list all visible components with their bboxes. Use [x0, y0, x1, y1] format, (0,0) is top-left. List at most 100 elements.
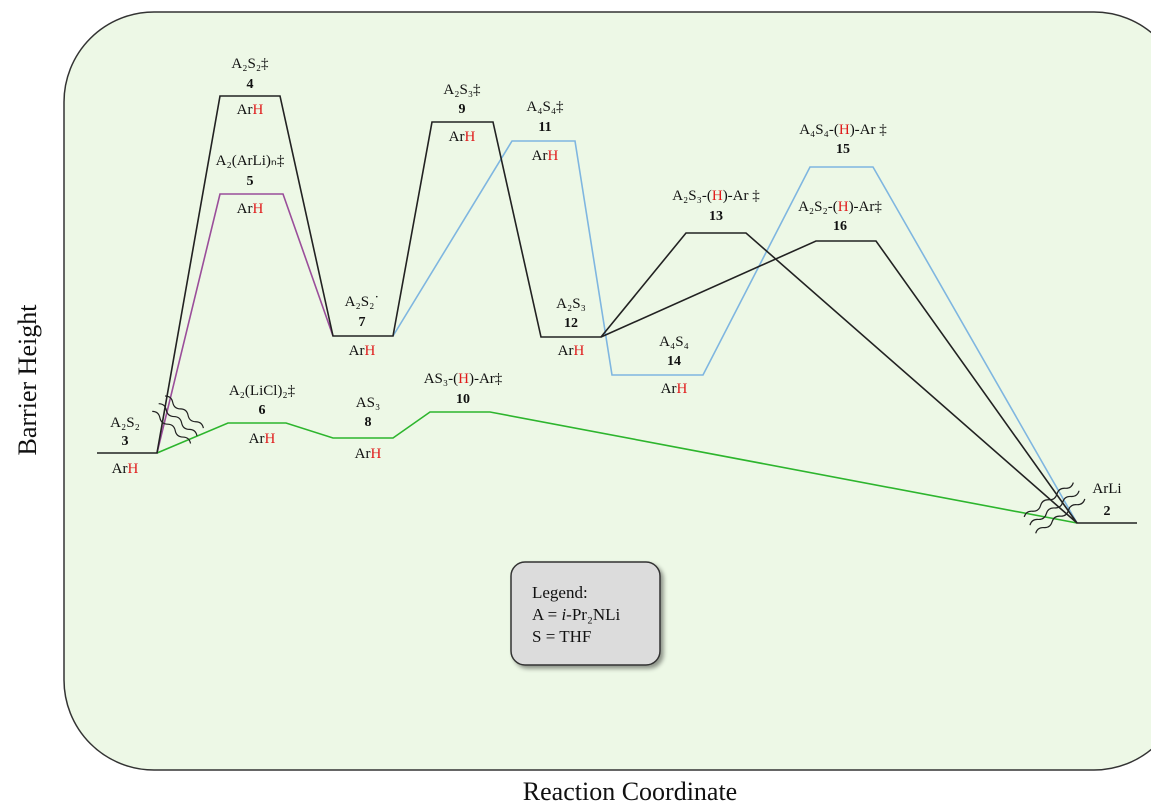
node-number: 7 — [359, 315, 366, 330]
node-number: 6 — [259, 403, 266, 418]
path-black-2 — [600, 240, 1078, 524]
text-part: H — [676, 381, 687, 397]
text-part: Ar — [237, 201, 253, 217]
text-part: i — [561, 605, 566, 624]
text-part: Ar — [355, 446, 371, 462]
text-part: )-Ar‡ — [849, 199, 883, 215]
text-part: AS₃ — [356, 395, 380, 411]
text-part: H — [264, 431, 275, 447]
path-black — [97, 95, 1137, 524]
text-part: H — [252, 102, 263, 118]
node-number: 8 — [365, 415, 372, 430]
path-purple — [156, 193, 334, 454]
text-part: -Pr₂NLi — [566, 605, 620, 624]
text-part: Ar — [237, 102, 253, 118]
text-part: )-Ar‡ — [469, 371, 503, 387]
text-part: A₂S₃-( — [672, 188, 712, 204]
node-number: 4 — [247, 77, 254, 92]
text-part: Ar — [558, 343, 574, 359]
node-number: 13 — [709, 209, 723, 224]
node-number: 14 — [667, 354, 681, 369]
text-part: A₄S₄‡ — [526, 99, 564, 115]
node-species: ArH — [449, 129, 476, 145]
node-number: 9 — [459, 102, 466, 117]
break-mark — [1023, 482, 1086, 534]
node-species: ArH — [237, 201, 264, 217]
node-formula: A₂S₃-(H)-Ar ‡ — [672, 188, 760, 204]
path-blue — [392, 140, 1078, 524]
node-formula: A₂S₃ — [556, 296, 586, 312]
node-formula: A₂(ArLi)ₙ‡ — [216, 153, 285, 169]
text-part: H — [127, 461, 138, 477]
text-part: A = — [532, 605, 561, 624]
text-part: Ar — [532, 148, 548, 164]
text-part: H — [712, 188, 723, 204]
node-number: 12 — [564, 316, 578, 331]
legend-box — [510, 561, 661, 666]
text-part: H — [839, 122, 850, 138]
text-part: A₄S₄-( — [799, 122, 839, 138]
node-formula: ArLi — [1092, 481, 1121, 497]
text-part: A₂(ArLi)ₙ‡ — [216, 153, 285, 169]
text-part: ArLi — [1092, 481, 1121, 497]
text-part: H — [838, 199, 849, 215]
node-formula: A₂(LiCl)₂‡ — [229, 383, 296, 399]
text-part: A₂S₃‡ — [443, 82, 481, 98]
break-mark — [152, 395, 204, 444]
node-formula: AS₃ — [356, 395, 380, 411]
node-formula: A₄S₄ — [659, 334, 689, 350]
node-species: ArH — [532, 148, 559, 164]
node-number: 10 — [456, 392, 470, 407]
node-number: 5 — [247, 174, 254, 189]
text-part: A₂(LiCl)₂‡ — [229, 383, 296, 399]
text-part: A₂S₂-( — [798, 199, 838, 215]
node-species: ArH — [355, 446, 382, 462]
text-part: Ar — [349, 343, 365, 359]
text-part: A₂S₃ — [556, 296, 586, 312]
text-part: Ar — [449, 129, 465, 145]
node-formula: A₂S₂-(H)-Ar‡ — [798, 199, 882, 215]
legend-line: S = THF — [532, 627, 591, 646]
text-part: H — [364, 343, 375, 359]
node-formula: A₄S₄-(H)-Ar ‡ — [799, 122, 887, 138]
text-part: A₄S₄ — [659, 334, 689, 350]
node-formula: A₂S₃‡ — [443, 82, 481, 98]
node-number: 15 — [836, 142, 850, 157]
y-axis-label: Barrier Height — [13, 304, 42, 456]
node-species: ArH — [237, 102, 264, 118]
node-formula: A₂S₂˙ — [345, 294, 380, 310]
text-part: AS₃-( — [424, 371, 458, 387]
text-part: A₂S₂ — [110, 415, 140, 431]
text-part: )-Ar ‡ — [723, 188, 761, 204]
x-axis-label: Reaction Coordinate — [523, 777, 737, 806]
node-number: 11 — [538, 120, 551, 135]
text-part: H — [547, 148, 558, 164]
node-number: 3 — [122, 434, 129, 449]
text-part: H — [464, 129, 475, 145]
path-green — [156, 411, 1078, 524]
legend-line: A = i-Pr₂NLi — [532, 605, 621, 624]
text-part: H — [458, 371, 469, 387]
text-part: H — [370, 446, 381, 462]
node-formula: A₂S₂ — [110, 415, 140, 431]
text-part: A₂S₂˙ — [345, 294, 380, 310]
node-formula: A₄S₄‡ — [526, 99, 564, 115]
text-part: Ar — [661, 381, 677, 397]
node-species: ArH — [558, 343, 585, 359]
node-number: 2 — [1104, 504, 1111, 519]
text-part: H — [252, 201, 263, 217]
text-part: H — [573, 343, 584, 359]
text-part: S = THF — [532, 627, 591, 646]
node-species: ArH — [249, 431, 276, 447]
node-species: ArH — [661, 381, 688, 397]
node-number: 16 — [833, 219, 847, 234]
text-part: Ar — [249, 431, 265, 447]
text-part: Ar — [112, 461, 128, 477]
text-part: )-Ar ‡ — [850, 122, 888, 138]
node-formula: AS₃-(H)-Ar‡ — [424, 371, 503, 387]
node-formula: A₂S₂‡ — [231, 56, 269, 72]
text-part: A₂S₂‡ — [231, 56, 269, 72]
legend-title: Legend: — [532, 583, 588, 602]
